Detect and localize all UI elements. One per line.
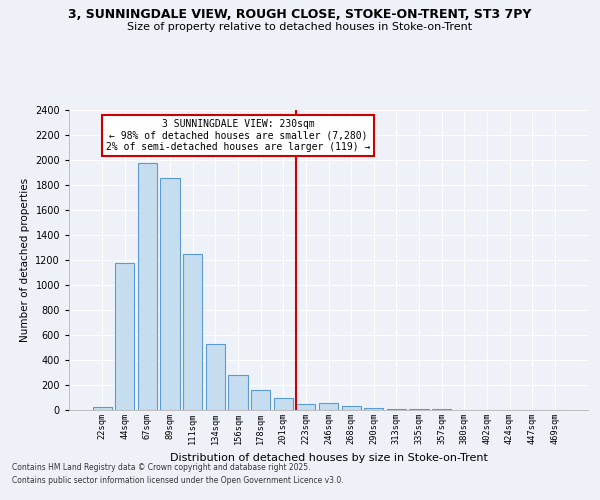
Y-axis label: Number of detached properties: Number of detached properties — [20, 178, 29, 342]
Bar — [296, 404, 316, 410]
Text: Contains public sector information licensed under the Open Government Licence v3: Contains public sector information licen… — [12, 476, 344, 485]
Bar — [251, 390, 270, 410]
Bar — [341, 406, 361, 410]
Bar — [92, 407, 112, 410]
Bar — [138, 163, 157, 410]
Bar — [409, 409, 428, 410]
Bar — [115, 263, 134, 410]
Bar — [206, 344, 225, 410]
Text: Contains HM Land Registry data © Crown copyright and database right 2025.: Contains HM Land Registry data © Crown c… — [12, 464, 311, 472]
Text: 3 SUNNINGDALE VIEW: 230sqm
← 98% of detached houses are smaller (7,280)
2% of se: 3 SUNNINGDALE VIEW: 230sqm ← 98% of deta… — [106, 118, 370, 152]
Bar — [274, 398, 293, 410]
Bar — [319, 403, 338, 410]
Bar — [160, 178, 180, 410]
Bar — [229, 375, 248, 410]
X-axis label: Distribution of detached houses by size in Stoke-on-Trent: Distribution of detached houses by size … — [170, 452, 487, 462]
Bar — [183, 254, 202, 410]
Text: Size of property relative to detached houses in Stoke-on-Trent: Size of property relative to detached ho… — [127, 22, 473, 32]
Bar — [364, 408, 383, 410]
Text: 3, SUNNINGDALE VIEW, ROUGH CLOSE, STOKE-ON-TRENT, ST3 7PY: 3, SUNNINGDALE VIEW, ROUGH CLOSE, STOKE-… — [68, 8, 532, 20]
Bar — [387, 409, 406, 410]
